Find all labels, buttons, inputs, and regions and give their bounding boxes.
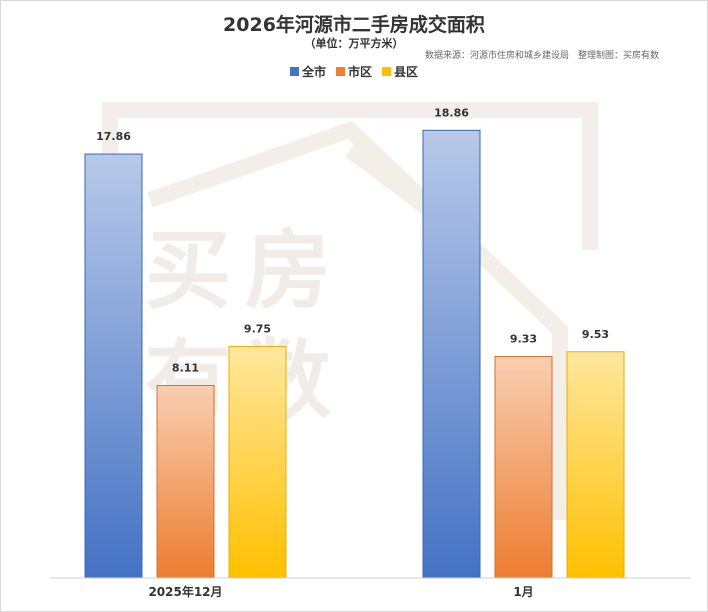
- data-label-1-0: 8.11: [172, 361, 199, 374]
- chart-subtitle: （单位：万平方米）: [304, 37, 404, 50]
- chart-title: 2026年河源市二手房成交面积: [223, 14, 485, 36]
- watermark-char: 房: [245, 221, 331, 321]
- data-label-0-0: 17.86: [96, 130, 131, 143]
- data-source: 数据来源：河源市住房和城乡建设局: [425, 51, 570, 61]
- bar-1-1: [494, 356, 553, 579]
- legend-label-urban: 市区: [347, 65, 372, 79]
- legend-item-urban: 市区: [335, 63, 372, 80]
- legend-item-county: 县区: [382, 63, 418, 80]
- chart-maker: 整理制图：买房有数: [578, 51, 660, 61]
- watermark-char: 买: [145, 221, 231, 321]
- data-label-2-0: 9.75: [244, 323, 271, 336]
- labels-group: 17.86 8.11 9.75 2025年12月 18.86 9.33 9.53 1月: [96, 106, 609, 599]
- legend-item-city: 全市: [289, 63, 326, 80]
- legend-swatch-city: [289, 67, 299, 76]
- bars-group: [84, 129, 625, 579]
- bar-2-1: [566, 351, 625, 579]
- x-tick-label: 2025年12月: [148, 584, 222, 599]
- legend-label-city: 全市: [301, 65, 326, 79]
- bar-0-0: [84, 153, 143, 579]
- x-tick-label: 1月: [513, 585, 533, 599]
- bar-0-1: [422, 129, 481, 579]
- data-label-0-1: 18.86: [434, 106, 469, 119]
- legend-swatch-county: [382, 67, 391, 76]
- legend-swatch-urban: [335, 67, 345, 76]
- data-label-1-1: 9.33: [510, 333, 537, 346]
- data-label-2-1: 9.53: [582, 328, 609, 341]
- bar-1-0: [156, 384, 215, 579]
- bar-2-0: [228, 346, 287, 579]
- legend-label-county: 县区: [394, 65, 419, 79]
- legend: 全市 市区 县区: [0, 63, 708, 80]
